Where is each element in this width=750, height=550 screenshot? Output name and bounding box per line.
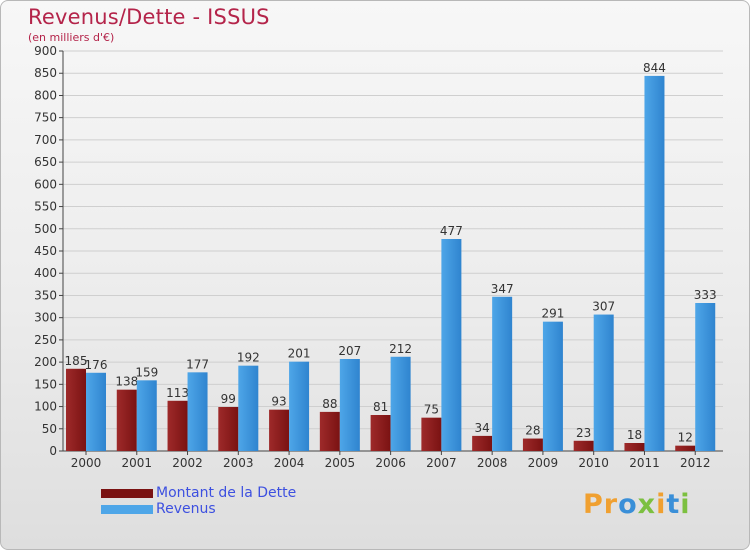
bar-debt-label: 28 (525, 424, 540, 438)
bar-revenue-label: 347 (491, 282, 514, 296)
bar-debt-label: 99 (221, 392, 236, 406)
bar-revenue (644, 75, 665, 451)
y-tick-label: 800 (34, 88, 57, 102)
bar-revenue-label: 159 (135, 365, 158, 379)
bar-debt-label: 113 (166, 386, 189, 400)
bar-revenue-label: 177 (186, 357, 209, 371)
bar-debt (472, 435, 493, 451)
bar-revenue (187, 372, 208, 451)
x-tick-label: 2009 (528, 456, 559, 470)
bar-debt-label: 23 (576, 426, 591, 440)
x-tick-label: 2012 (680, 456, 711, 470)
bar-revenue-label: 201 (288, 347, 311, 361)
bar-revenue (289, 361, 310, 451)
bar-debt-label: 75 (424, 403, 439, 417)
bar-debt-label: 34 (475, 421, 490, 435)
y-tick-label: 500 (34, 222, 57, 236)
x-tick-label: 2000 (71, 456, 102, 470)
y-tick-label: 350 (34, 288, 57, 302)
bar-revenue-label: 307 (592, 300, 615, 314)
x-tick-label: 2005 (325, 456, 356, 470)
bar-revenue-label: 477 (440, 224, 463, 238)
bar-revenue-label: 176 (85, 358, 108, 372)
bar-debt (269, 409, 290, 451)
bar-revenue-label: 844 (643, 61, 666, 75)
bar-revenue-label: 192 (237, 351, 260, 365)
x-tick-label: 2003 (223, 456, 254, 470)
x-tick-label: 2001 (121, 456, 152, 470)
bar-debt-label: 185 (65, 354, 88, 368)
y-tick-label: 0 (49, 444, 57, 458)
bar-debt-label: 18 (627, 428, 642, 442)
bar-debt (370, 415, 391, 451)
legend-label-debt: Montant de la Dette (156, 485, 297, 501)
bar-debt-label: 12 (678, 431, 693, 445)
bar-debt (66, 368, 86, 451)
bar-debt (116, 389, 137, 451)
bar-revenue-label: 212 (389, 342, 412, 356)
bar-debt-label: 93 (271, 395, 286, 409)
y-tick-label: 150 (34, 377, 57, 391)
y-tick-label: 650 (34, 155, 57, 169)
bar-debt (218, 407, 239, 451)
bar-revenue (695, 303, 716, 451)
bar-debt-label: 88 (322, 397, 337, 411)
bar-revenue (542, 321, 563, 451)
bar-revenue (238, 365, 259, 451)
x-tick-label: 2002 (172, 456, 203, 470)
y-tick-label: 300 (34, 311, 57, 325)
bar-revenue (136, 380, 157, 451)
y-tick-label: 600 (34, 177, 57, 191)
bar-revenue (390, 356, 411, 451)
bar-revenue-label: 291 (541, 307, 564, 321)
bar-debt (675, 445, 696, 451)
y-tick-label: 750 (34, 111, 57, 125)
y-tick-label: 100 (34, 400, 57, 414)
x-tick-label: 2006 (375, 456, 406, 470)
x-tick-label: 2008 (477, 456, 508, 470)
bar-revenue (339, 359, 360, 451)
bar-revenue (441, 239, 462, 451)
bar-debt (624, 443, 645, 451)
x-tick-label: 2007 (426, 456, 457, 470)
bar-revenue-label: 333 (694, 288, 717, 302)
y-tick-label: 200 (34, 355, 57, 369)
bar-revenue (86, 372, 106, 451)
bar-debt (167, 400, 188, 451)
bar-debt (421, 417, 442, 451)
x-tick-label: 2010 (578, 456, 609, 470)
proxiti-logo: Proxiti (583, 489, 691, 520)
bar-debt (573, 440, 594, 451)
bar-debt (319, 411, 340, 451)
y-tick-label: 850 (34, 66, 57, 80)
x-tick-label: 2011 (629, 456, 660, 470)
x-tick-label: 2004 (274, 456, 305, 470)
bar-revenue-label: 207 (338, 344, 361, 358)
bar-debt-label: 138 (115, 375, 138, 389)
y-tick-label: 250 (34, 333, 57, 347)
bar-debt-label: 81 (373, 400, 388, 414)
bar-revenue (593, 314, 614, 451)
legend-swatch-revenue (101, 505, 153, 514)
bar-revenue (492, 296, 513, 451)
y-tick-label: 400 (34, 266, 57, 280)
y-tick-label: 50 (42, 422, 57, 436)
chart-subtitle: (en milliers d'€) (28, 31, 115, 44)
chart-title: Revenus/Dette - ISSUS (28, 5, 270, 29)
bar-debt (522, 438, 543, 451)
y-tick-label: 900 (34, 44, 57, 58)
y-tick-label: 450 (34, 244, 57, 258)
legend-label-revenue: Revenus (156, 501, 216, 517)
y-tick-label: 550 (34, 200, 57, 214)
legend-swatch-debt (101, 489, 153, 498)
y-tick-label: 700 (34, 133, 57, 147)
